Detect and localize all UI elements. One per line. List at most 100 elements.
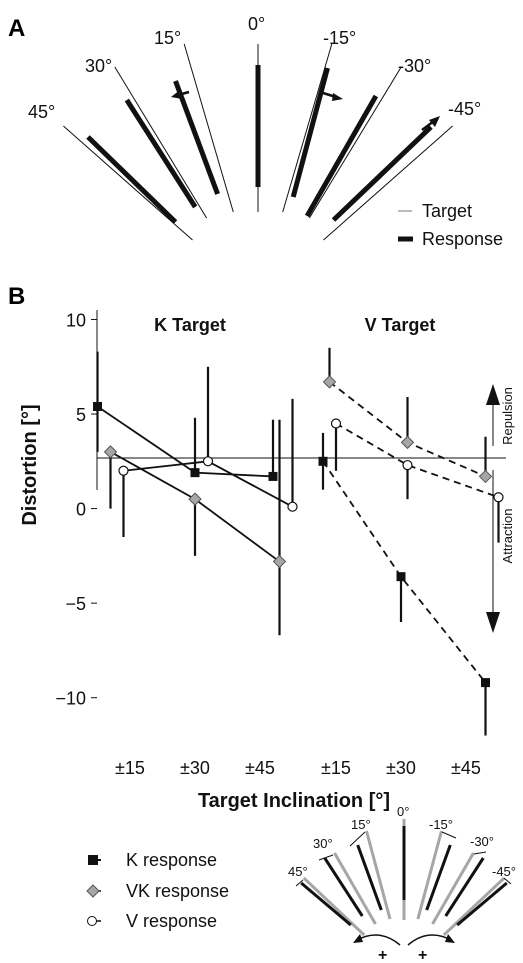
attraction-arrow: Attraction bbox=[486, 470, 515, 633]
angle-label-m45: -45° bbox=[448, 99, 481, 119]
x-tick-label: ±30 bbox=[180, 758, 210, 778]
data-point-square bbox=[268, 471, 278, 481]
inset-response-p45 bbox=[300, 881, 352, 927]
angle-label-p30: 30° bbox=[85, 56, 112, 76]
inset-response-p30 bbox=[323, 857, 364, 917]
inset-target-p45 bbox=[302, 876, 366, 937]
inset-label-m15: -15° bbox=[429, 817, 453, 832]
x-tick-label: ±45 bbox=[451, 758, 481, 778]
inset-labels: 45° 30° 15° 0° -15° -30° -45° + + bbox=[288, 804, 516, 963]
data-point-square bbox=[396, 572, 406, 582]
chart-legend: K response VK response V response bbox=[86, 850, 229, 931]
inset-arc-left bbox=[356, 934, 401, 946]
inset-bracket-m30 bbox=[473, 851, 487, 855]
data-point-diamond bbox=[478, 469, 493, 484]
data-point-square bbox=[190, 468, 200, 478]
circle-marker-icon bbox=[87, 916, 97, 926]
legend-item-vk: VK response bbox=[86, 881, 229, 901]
series-line bbox=[335, 422, 499, 499]
data-point-diamond bbox=[322, 375, 337, 389]
legend-target-label: Target bbox=[422, 201, 472, 221]
legend-response-label: Response bbox=[422, 229, 503, 249]
y-tick-label: 5 bbox=[76, 405, 86, 425]
y-tick-label: −5 bbox=[65, 594, 86, 614]
angle-label-p45: 45° bbox=[28, 102, 55, 122]
inset-response-m15 bbox=[425, 844, 452, 911]
inset-target-m30 bbox=[431, 852, 475, 925]
angle-label-p15: 15° bbox=[154, 28, 181, 48]
target-line-m45 bbox=[323, 125, 453, 241]
data-point-circle bbox=[118, 465, 129, 476]
inset-sign-right: + bbox=[418, 947, 427, 963]
inset-response-p15 bbox=[356, 844, 383, 911]
panel-b-label: B bbox=[8, 283, 25, 310]
panel-a-label: A bbox=[8, 15, 25, 42]
arrowhead-icon-m45 bbox=[429, 116, 440, 127]
inset-label-p30: 30° bbox=[313, 836, 333, 851]
response-line-m15 bbox=[290, 67, 330, 198]
inset-bracket-p15 bbox=[349, 831, 366, 847]
data-point-circle bbox=[493, 492, 504, 503]
inset-bracket-m45 bbox=[503, 877, 512, 885]
panel-a-fan bbox=[63, 43, 453, 241]
legend-item-v: V response bbox=[87, 911, 217, 931]
inset-arc-left-arrowhead-icon bbox=[353, 934, 363, 943]
data-point-square bbox=[318, 456, 328, 466]
angle-label-0: 0° bbox=[248, 14, 265, 34]
inset-target-m15 bbox=[416, 830, 443, 920]
response-line-p45 bbox=[86, 135, 178, 224]
data-point-circle bbox=[330, 418, 342, 429]
plot-area bbox=[93, 347, 504, 736]
y-axis-label: Distortion [°] bbox=[19, 404, 41, 525]
inset-target-m45 bbox=[442, 876, 506, 937]
target-line-m30 bbox=[308, 66, 402, 219]
inset-bracket-p45 bbox=[295, 879, 304, 887]
x-ticks: ±15 ±30 ±45 ±15 ±30 ±45 bbox=[115, 758, 481, 778]
square-marker-icon bbox=[88, 855, 98, 865]
angle-label-m30: -30° bbox=[398, 56, 431, 76]
x-tick-label: ±45 bbox=[245, 758, 275, 778]
legend-k-label: K response bbox=[126, 850, 217, 870]
inset-response-m30 bbox=[444, 857, 485, 917]
panel-a-angle-labels: 45° 30° 15° 0° -15° -30° -45° bbox=[28, 14, 481, 122]
panel-a-legend: Target Response bbox=[398, 201, 503, 249]
attraction-label: Attraction bbox=[500, 509, 515, 564]
y-ticks: 10 5 0 −5 −10 bbox=[55, 310, 97, 709]
diamond-marker-icon bbox=[86, 884, 100, 898]
attraction-arrowhead-icon bbox=[486, 612, 500, 633]
series-line bbox=[123, 460, 293, 508]
arrowhead-icon-p15 bbox=[171, 90, 182, 99]
legend-item-k: K response bbox=[88, 850, 217, 870]
data-point-circle bbox=[287, 501, 298, 512]
inset-label-m45: -45° bbox=[492, 864, 516, 879]
inset-bracket-p30 bbox=[318, 854, 334, 861]
data-point-square bbox=[481, 678, 490, 688]
data-point-diamond bbox=[272, 554, 287, 569]
response-line-p15 bbox=[173, 80, 220, 195]
inset-sign-left: + bbox=[378, 947, 387, 963]
target-line-m15 bbox=[282, 43, 333, 213]
response-line-m30 bbox=[304, 94, 379, 218]
inset-label-0: 0° bbox=[397, 804, 409, 819]
y-tick-label: −10 bbox=[55, 689, 86, 709]
arrowhead-icon-m15 bbox=[332, 93, 343, 101]
x-axis-label: Target Inclination [°] bbox=[198, 790, 390, 812]
inset-target-p30 bbox=[333, 852, 377, 925]
repulsion-label: Repulsion bbox=[500, 387, 515, 445]
target-line-p15 bbox=[183, 43, 234, 213]
inset-arc-right-arrowhead-icon bbox=[445, 934, 455, 943]
y-tick-label: 10 bbox=[66, 310, 86, 330]
data-point-circle bbox=[202, 456, 214, 467]
inset-label-m30: -30° bbox=[470, 834, 494, 849]
data-point-square bbox=[93, 401, 102, 411]
legend-vk-label: VK response bbox=[126, 881, 229, 901]
data-point-diamond bbox=[103, 445, 118, 459]
data-point-circle bbox=[402, 459, 413, 471]
x-tick-label: ±15 bbox=[115, 758, 145, 778]
series-line bbox=[322, 460, 487, 684]
legend-v-label: V response bbox=[126, 911, 217, 931]
angle-label-m15: -15° bbox=[323, 28, 356, 48]
response-line-m45 bbox=[331, 125, 433, 222]
x-tick-label: ±30 bbox=[386, 758, 416, 778]
